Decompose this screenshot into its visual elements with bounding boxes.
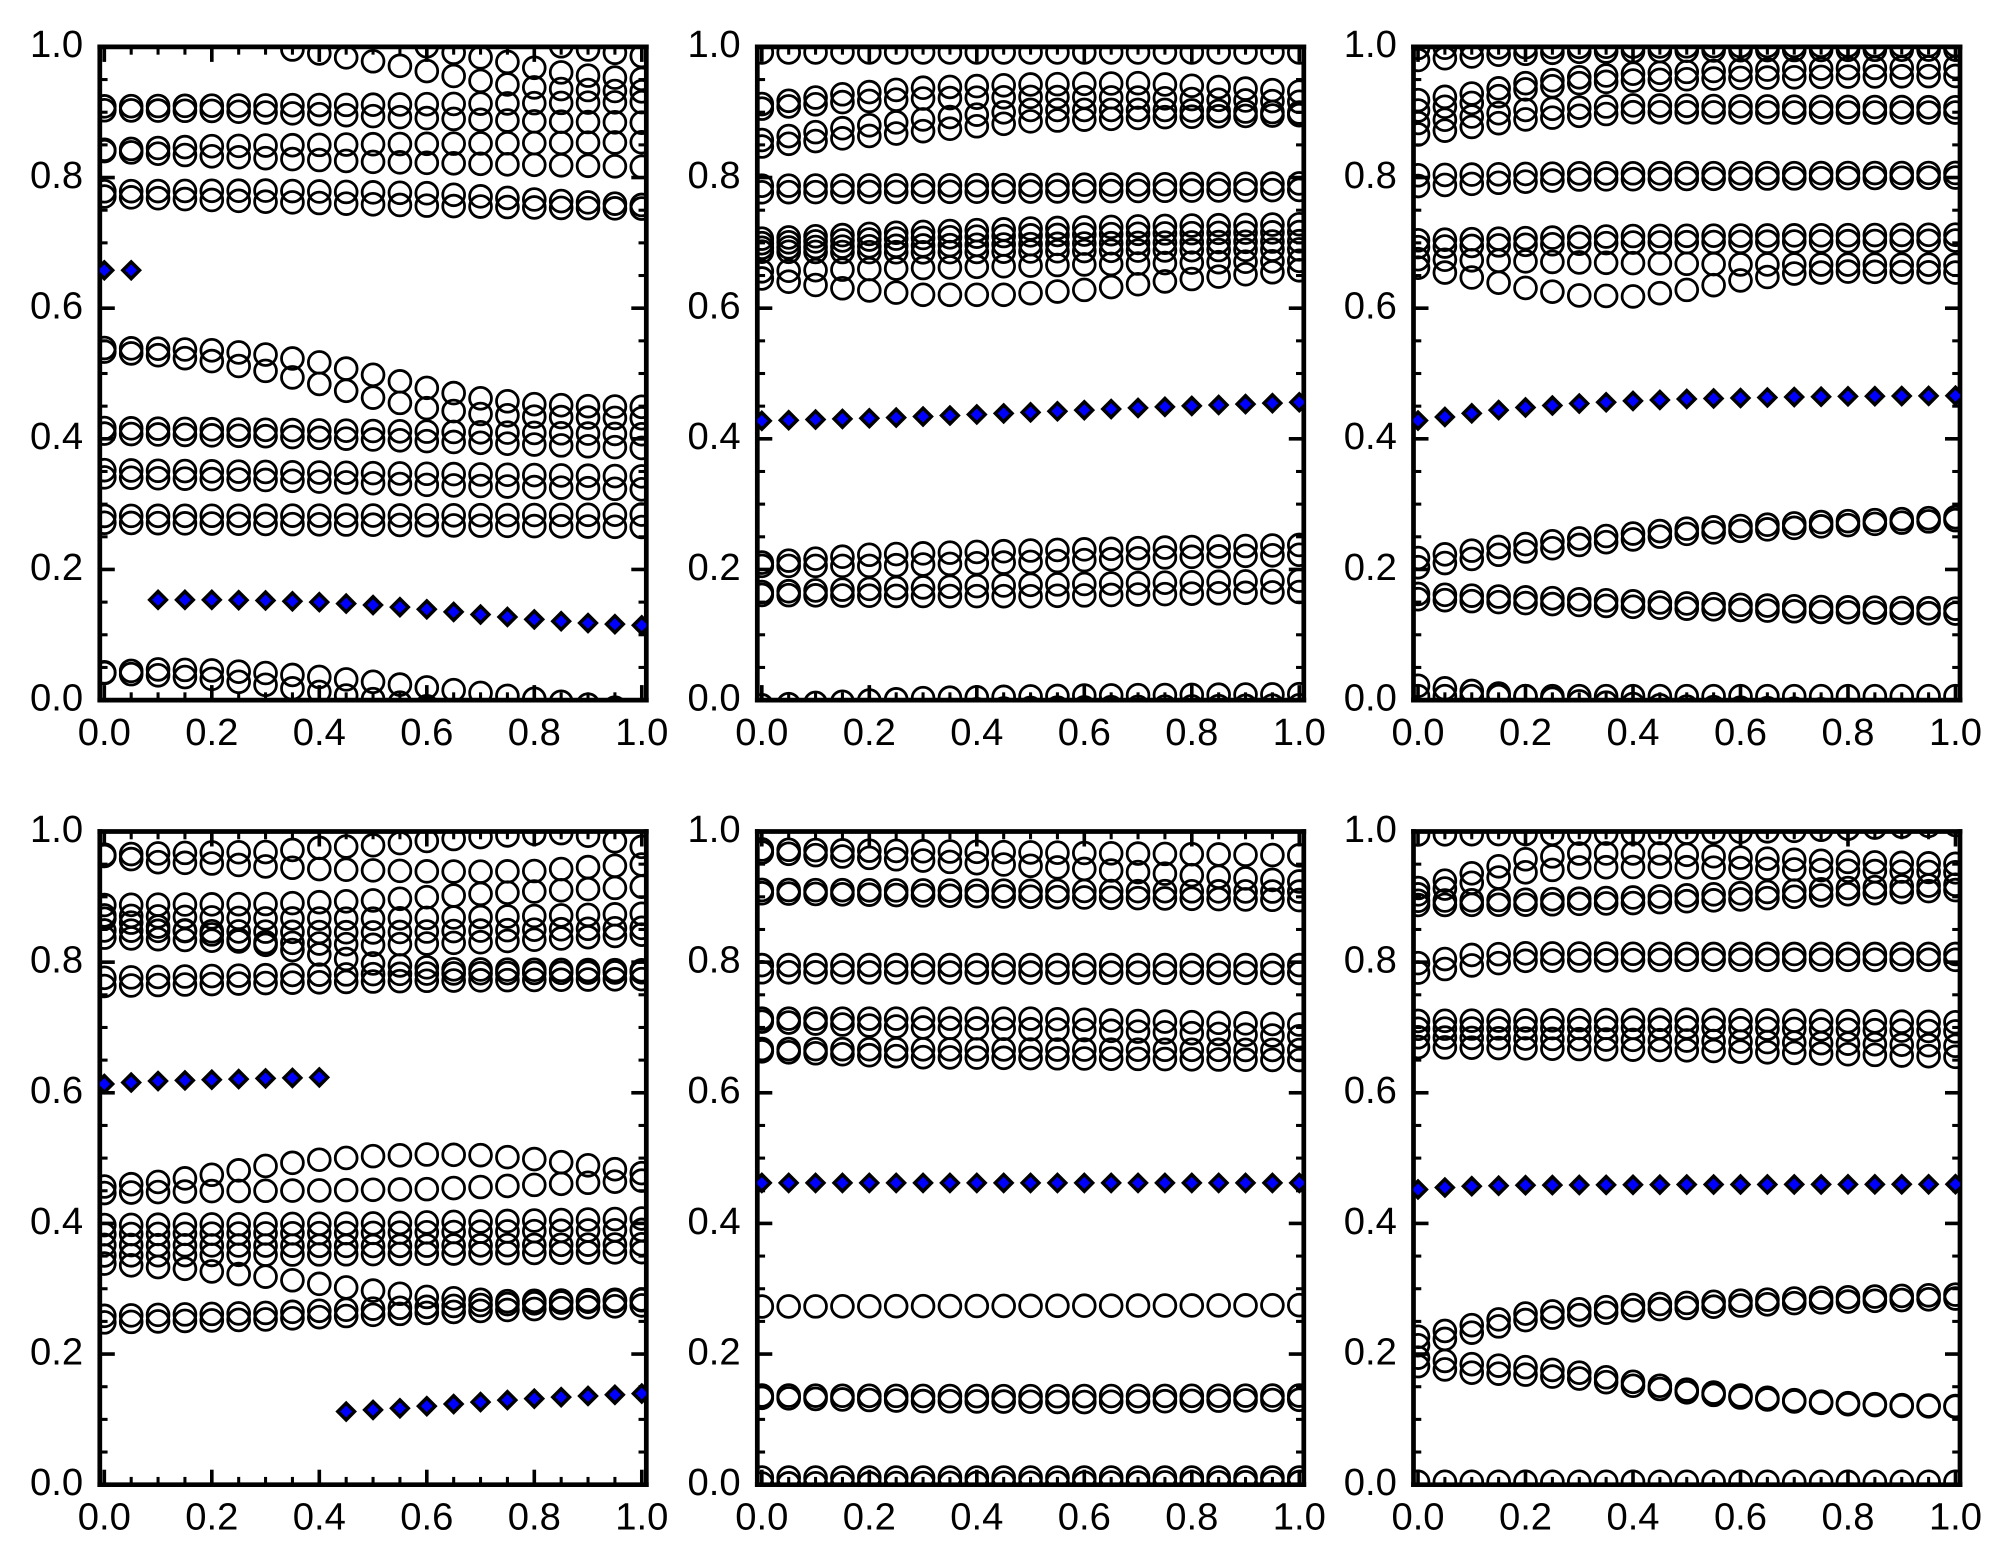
svg-text:0.2: 0.2 [843,711,896,754]
svg-text:0.6: 0.6 [400,1496,453,1539]
svg-text:0.0: 0.0 [688,1461,741,1504]
svg-text:0.0: 0.0 [78,711,131,754]
svg-text:0.0: 0.0 [735,711,788,754]
svg-text:0.6: 0.6 [1344,285,1397,328]
svg-text:0.6: 0.6 [1058,711,1111,754]
svg-text:1.0: 1.0 [1273,711,1326,754]
svg-text:0.0: 0.0 [1344,1461,1397,1504]
svg-text:1.0: 1.0 [30,23,83,66]
svg-text:0.6: 0.6 [688,285,741,328]
svg-text:0.8: 0.8 [1821,711,1874,754]
svg-text:0.6: 0.6 [400,711,453,754]
svg-text:0.8: 0.8 [30,938,83,981]
svg-text:0.4: 0.4 [688,415,741,458]
svg-text:0.4: 0.4 [30,1200,83,1243]
svg-text:0.6: 0.6 [1714,1496,1767,1539]
svg-text:0.6: 0.6 [1344,1069,1397,1112]
svg-text:0.8: 0.8 [508,711,561,754]
svg-text:0.8: 0.8 [508,1496,561,1539]
svg-text:0.6: 0.6 [30,1069,83,1112]
svg-text:0.4: 0.4 [950,1496,1003,1539]
svg-text:1.0: 1.0 [688,808,741,851]
svg-text:0.6: 0.6 [1058,1496,1111,1539]
svg-text:0.0: 0.0 [30,1461,83,1504]
svg-text:1.0: 1.0 [615,1496,668,1539]
svg-text:0.8: 0.8 [1165,711,1218,754]
svg-text:0.2: 0.2 [30,1330,83,1373]
svg-text:1.0: 1.0 [615,711,668,754]
svg-text:0.2: 0.2 [1344,546,1397,589]
svg-text:0.2: 0.2 [185,711,238,754]
svg-text:0.4: 0.4 [1606,711,1659,754]
svg-text:1.0: 1.0 [1344,23,1397,66]
svg-text:0.0: 0.0 [1344,676,1397,719]
svg-text:0.4: 0.4 [293,711,346,754]
svg-text:0.8: 0.8 [1165,1496,1218,1539]
svg-text:0.4: 0.4 [1344,1200,1397,1243]
svg-text:0.8: 0.8 [30,154,83,197]
svg-text:1.0: 1.0 [1273,1496,1326,1539]
svg-text:0.4: 0.4 [1606,1496,1659,1539]
svg-text:0.2: 0.2 [688,1330,741,1373]
svg-text:0.4: 0.4 [30,415,83,458]
svg-text:0.0: 0.0 [30,676,83,719]
svg-text:1.0: 1.0 [688,23,741,66]
svg-text:0.6: 0.6 [30,285,83,328]
svg-text:1.0: 1.0 [1344,808,1397,851]
svg-text:0.8: 0.8 [688,154,741,197]
svg-text:0.8: 0.8 [688,938,741,981]
svg-text:0.0: 0.0 [1391,711,1444,754]
svg-text:0.6: 0.6 [1714,711,1767,754]
svg-text:0.2: 0.2 [185,1496,238,1539]
svg-text:0.0: 0.0 [735,1496,788,1539]
svg-text:1.0: 1.0 [1929,1496,1982,1539]
svg-text:0.4: 0.4 [688,1200,741,1243]
svg-text:0.4: 0.4 [950,711,1003,754]
svg-text:0.2: 0.2 [843,1496,896,1539]
svg-text:0.4: 0.4 [1344,415,1397,458]
svg-text:0.0: 0.0 [78,1496,131,1539]
svg-text:0.0: 0.0 [1391,1496,1444,1539]
svg-text:0.8: 0.8 [1821,1496,1874,1539]
svg-text:0.2: 0.2 [30,546,83,589]
svg-text:1.0: 1.0 [30,808,83,851]
svg-text:0.2: 0.2 [1499,1496,1552,1539]
svg-text:0.8: 0.8 [1344,938,1397,981]
svg-text:0.8: 0.8 [1344,154,1397,197]
svg-text:1.0: 1.0 [1929,711,1982,754]
svg-text:0.2: 0.2 [1344,1330,1397,1373]
svg-text:0.2: 0.2 [1499,711,1552,754]
svg-text:0.0: 0.0 [688,676,741,719]
svg-text:0.2: 0.2 [688,546,741,589]
svg-text:0.6: 0.6 [688,1069,741,1112]
svg-text:0.4: 0.4 [293,1496,346,1539]
